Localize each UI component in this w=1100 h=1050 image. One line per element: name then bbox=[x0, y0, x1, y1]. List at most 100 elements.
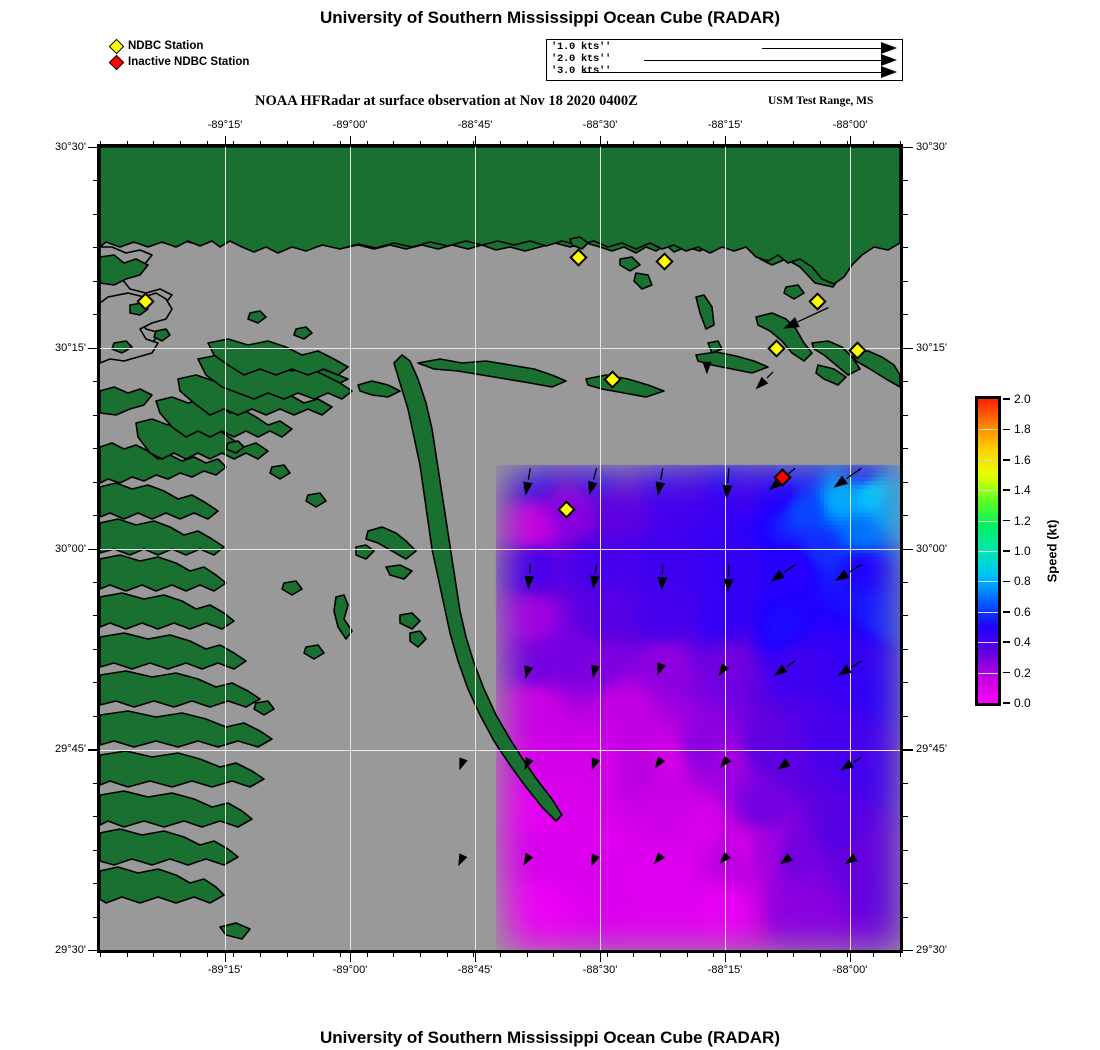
colorbar-tick-label: 1.0 bbox=[1014, 544, 1031, 558]
current-vector bbox=[783, 307, 829, 329]
colorbar-tick bbox=[1003, 671, 1010, 674]
gridline-lat-2945 bbox=[100, 750, 900, 751]
current-vector bbox=[523, 852, 534, 866]
vector-scale-label-3: '3.0 kts'' bbox=[551, 65, 612, 77]
colorbar-contour-line bbox=[978, 459, 998, 461]
current-vector bbox=[590, 564, 600, 590]
colorbar-tick bbox=[1003, 459, 1010, 461]
colorbar-contour-line bbox=[978, 490, 998, 492]
colorbar-tick-label: 0.4 bbox=[1014, 635, 1031, 650]
current-vector bbox=[653, 852, 665, 865]
current-vector bbox=[588, 468, 598, 496]
colorbar-tick-label: 1.8 bbox=[1014, 422, 1031, 437]
vector-arrowhead-icon bbox=[881, 54, 897, 66]
current-vector bbox=[844, 853, 858, 865]
colorbar-contour-line bbox=[978, 672, 998, 674]
current-vector bbox=[524, 757, 534, 770]
gridline-lat-3000 bbox=[100, 549, 900, 550]
colorbar-tick-label: 0.2 bbox=[1014, 665, 1031, 680]
colorbar-contour-line bbox=[978, 551, 998, 552]
current-vector bbox=[722, 468, 733, 500]
vector-arrowhead-icon bbox=[881, 66, 897, 78]
vector-shaft bbox=[762, 48, 882, 49]
current-vector bbox=[591, 757, 601, 771]
current-vector bbox=[459, 757, 468, 771]
colorbar[interactable] bbox=[975, 396, 1001, 706]
current-vector-layer bbox=[458, 307, 862, 867]
subtitle-row: NOAA HFRadar at surface observation at N… bbox=[100, 93, 960, 111]
colorbar-tick bbox=[1003, 519, 1010, 522]
colorbar-tick bbox=[1003, 611, 1010, 613]
colorbar-tick-label: 0.6 bbox=[1014, 604, 1031, 619]
current-vector bbox=[840, 756, 862, 771]
gridline-lat-3015 bbox=[100, 348, 900, 349]
page-title-bottom: University of Southern Mississippi Ocean… bbox=[319, 1028, 780, 1047]
current-vector bbox=[657, 564, 668, 591]
colorbar-tick bbox=[1003, 428, 1010, 431]
current-vector bbox=[770, 564, 796, 582]
current-vector bbox=[835, 564, 862, 581]
colorbar-contour-line bbox=[978, 520, 998, 522]
colorbar-contour-line bbox=[978, 611, 998, 613]
legend-label-inactive: Inactive NDBC Station bbox=[128, 56, 250, 68]
vector-scale-row-1: '1.0 kts'' bbox=[547, 41, 902, 55]
current-vector bbox=[723, 564, 734, 593]
colorbar-tick-label: 2.0 bbox=[1014, 392, 1031, 406]
current-vector bbox=[777, 758, 791, 770]
colorbar-tick bbox=[1003, 580, 1010, 583]
vector-scale-row-2: '2.0 kts'' bbox=[547, 53, 902, 67]
current-vector bbox=[524, 665, 534, 679]
current-vector bbox=[720, 755, 732, 768]
colorbar-tick bbox=[1003, 398, 1010, 400]
current-vector bbox=[591, 664, 600, 678]
map-plot-area[interactable] bbox=[100, 147, 900, 950]
legend-item-inactive-station: Inactive NDBC Station bbox=[108, 54, 348, 70]
current-vector bbox=[833, 467, 862, 488]
colorbar-tick bbox=[1003, 641, 1010, 643]
current-vector bbox=[657, 662, 666, 676]
gridline-lon-8915 bbox=[225, 147, 226, 950]
vector-shaft bbox=[644, 60, 882, 61]
current-vector bbox=[719, 852, 732, 864]
gridline-lon-8800 bbox=[850, 147, 851, 950]
vector-scale-row-3: '3.0 kts'' bbox=[547, 65, 902, 79]
current-vector bbox=[755, 371, 774, 390]
colorbar-tick-label: 0.0 bbox=[1014, 696, 1031, 710]
current-vector bbox=[524, 564, 535, 590]
station-legend: NDBC Station Inactive NDBC Station bbox=[108, 38, 348, 70]
vector-scale-legend: '1.0 kts'' '2.0 kts'' '3.0 kts'' bbox=[546, 39, 903, 81]
current-vector bbox=[655, 468, 666, 496]
colorbar-contour-line bbox=[978, 581, 998, 583]
gridline-lon-8900 bbox=[350, 147, 351, 950]
colorbar-tick bbox=[1003, 550, 1010, 552]
current-vector bbox=[523, 468, 533, 496]
colorbar-tick bbox=[1003, 489, 1010, 491]
legend-item-active-station: NDBC Station bbox=[108, 38, 348, 54]
page-title-top: University of Southern Mississippi Ocean… bbox=[319, 8, 780, 27]
vector-scale-label-1: '1.0 kts'' bbox=[551, 41, 612, 53]
colorbar-gradient bbox=[978, 399, 998, 703]
gridline-lon-8830 bbox=[600, 147, 601, 950]
current-vector bbox=[702, 361, 712, 375]
colorbar-tick-label: 0.8 bbox=[1014, 574, 1031, 589]
colorbar-tick-label: 1.2 bbox=[1014, 513, 1031, 528]
colorbar-tick bbox=[1003, 702, 1010, 704]
current-vector bbox=[654, 756, 666, 769]
colorbar-contour-line bbox=[978, 429, 998, 431]
gridline-lon-8815 bbox=[725, 147, 726, 950]
vector-arrowhead-icon bbox=[881, 42, 897, 54]
current-vector bbox=[458, 853, 468, 867]
colorbar-tick-label: 1.6 bbox=[1014, 452, 1031, 467]
current-vector bbox=[773, 660, 796, 676]
subtitle-observation: NOAA HFRadar at surface observation at N… bbox=[255, 93, 638, 109]
vector-scale-label-2: '2.0 kts'' bbox=[551, 53, 612, 65]
subtitle-site: USM Test Range, MS bbox=[768, 95, 874, 107]
vector-shaft bbox=[582, 72, 882, 73]
colorbar-tick-label: 1.4 bbox=[1014, 483, 1031, 498]
coastline-layer bbox=[100, 147, 900, 940]
colorbar-contour-line bbox=[978, 642, 998, 644]
current-vector bbox=[591, 853, 600, 867]
gridline-lon-8845 bbox=[475, 147, 476, 950]
current-vector bbox=[837, 660, 862, 676]
